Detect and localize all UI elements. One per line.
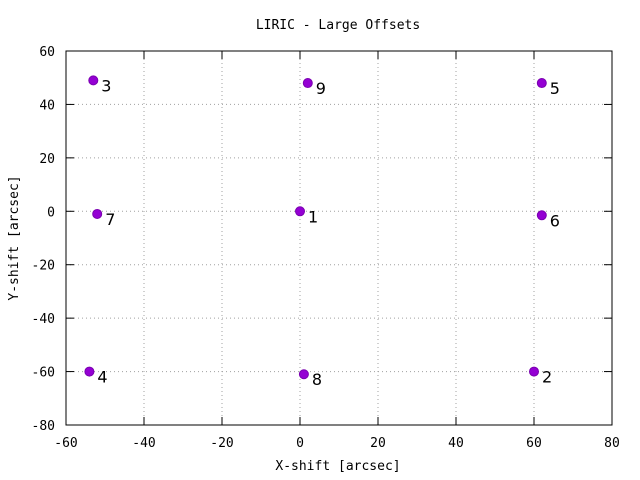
y-tick-label: 40 (39, 98, 55, 113)
y-tick-label: 20 (39, 152, 55, 167)
y-tick-label: -20 (32, 259, 55, 274)
data-point-marker (295, 206, 305, 217)
data-point-label: 3 (101, 76, 111, 95)
y-tick-labels: -80 -60 -40 -20 0 20 40 60 (32, 45, 55, 434)
x-tick-label: -20 (210, 436, 233, 451)
x-tick-labels: -60 -40 -20 0 20 40 60 80 (54, 436, 620, 451)
data-point-marker (536, 78, 547, 89)
chart-title: LIRIC - Large Offsets (256, 18, 420, 33)
y-tick-label: 60 (39, 45, 55, 60)
data-point-marker (302, 78, 313, 89)
y-axis-label: Y-shift [arcsec] (7, 175, 22, 300)
data-point-marker (298, 369, 309, 380)
data-point-marker (92, 208, 103, 219)
x-axis-label: X-shift [arcsec] (275, 459, 400, 474)
data-point-label: 2 (542, 368, 552, 387)
data-point-label: 9 (316, 79, 326, 98)
x-tick-label: 20 (370, 436, 386, 451)
data-point-label: 5 (550, 79, 560, 98)
axis-ticks (65, 50, 613, 426)
y-tick-label: 0 (47, 205, 55, 220)
x-tick-label: -40 (132, 436, 155, 451)
x-tick-label: 40 (448, 436, 464, 451)
x-tick-label: -60 (54, 436, 77, 451)
data-point-label: 7 (105, 210, 115, 229)
data-point-marker (529, 366, 539, 377)
data-point-label: 4 (97, 368, 107, 387)
data-point-label: 1 (308, 207, 318, 226)
data-point-marker (84, 366, 95, 377)
x-tick-label: 60 (526, 436, 542, 451)
data-point-marker (536, 210, 547, 221)
x-tick-label: 80 (604, 436, 620, 451)
y-tick-label: -40 (32, 312, 55, 327)
data-point-marker (88, 75, 99, 86)
y-tick-label: -60 (32, 366, 55, 381)
y-tick-label: -80 (32, 419, 55, 434)
grid-lines (66, 51, 612, 425)
data-points: 1 2 3 4 5 6 7 8 9 (84, 75, 560, 389)
plot-frame (65, 50, 613, 426)
x-tick-label: 0 (296, 436, 304, 451)
data-point-label: 6 (550, 211, 560, 230)
data-point-label: 8 (312, 370, 322, 389)
